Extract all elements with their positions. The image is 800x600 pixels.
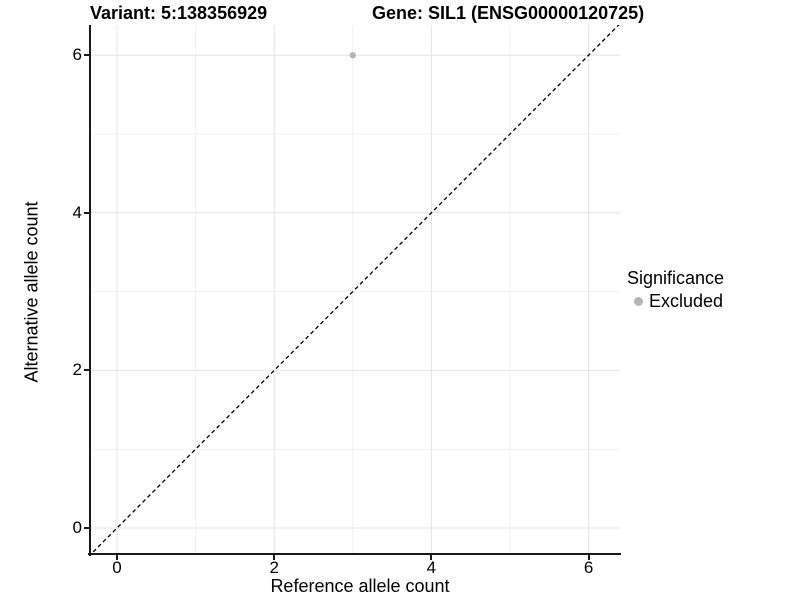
x-axis-line xyxy=(88,553,621,555)
excluded-marker-icon xyxy=(634,297,643,306)
x-tick-mark xyxy=(116,555,118,560)
y-axis-line xyxy=(89,25,91,556)
y-tick-label: 2 xyxy=(72,360,82,380)
x-tick-label: 2 xyxy=(269,558,279,577)
y-tick-label: 6 xyxy=(72,45,82,65)
plot-title-variant: Variant: 5:138356929 xyxy=(90,3,268,23)
x-tick-mark xyxy=(587,555,590,560)
y-tick-mark xyxy=(84,369,89,372)
plot-panel xyxy=(90,25,620,554)
y-tick-label: 0 xyxy=(72,518,82,537)
identity-reference-line xyxy=(90,25,620,554)
y-tick-label: 4 xyxy=(72,202,82,222)
x-tick-mark xyxy=(430,555,433,560)
legend-entry-excluded: Excluded xyxy=(627,291,724,312)
y-tick-mark xyxy=(84,211,89,214)
x-tick-label: 0 xyxy=(112,558,122,577)
legend: Significance Excluded xyxy=(627,268,724,312)
x-axis-title: Reference allele count xyxy=(270,576,450,596)
x-tick-mark xyxy=(273,555,276,560)
y-axis-title: Alternative allele count xyxy=(21,201,42,383)
y-tick-mark xyxy=(84,54,89,57)
plot-title-gene: Gene: SIL1 (ENSG00000120725) xyxy=(372,3,645,23)
legend-title: Significance xyxy=(627,268,725,288)
legend-entry-label: Excluded xyxy=(649,291,724,311)
y-tick-mark xyxy=(84,527,89,529)
x-tick-label: 4 xyxy=(426,558,437,577)
x-tick-label: 6 xyxy=(583,558,594,577)
data-point-excluded xyxy=(349,52,356,59)
plot-panel-svg xyxy=(90,25,620,554)
